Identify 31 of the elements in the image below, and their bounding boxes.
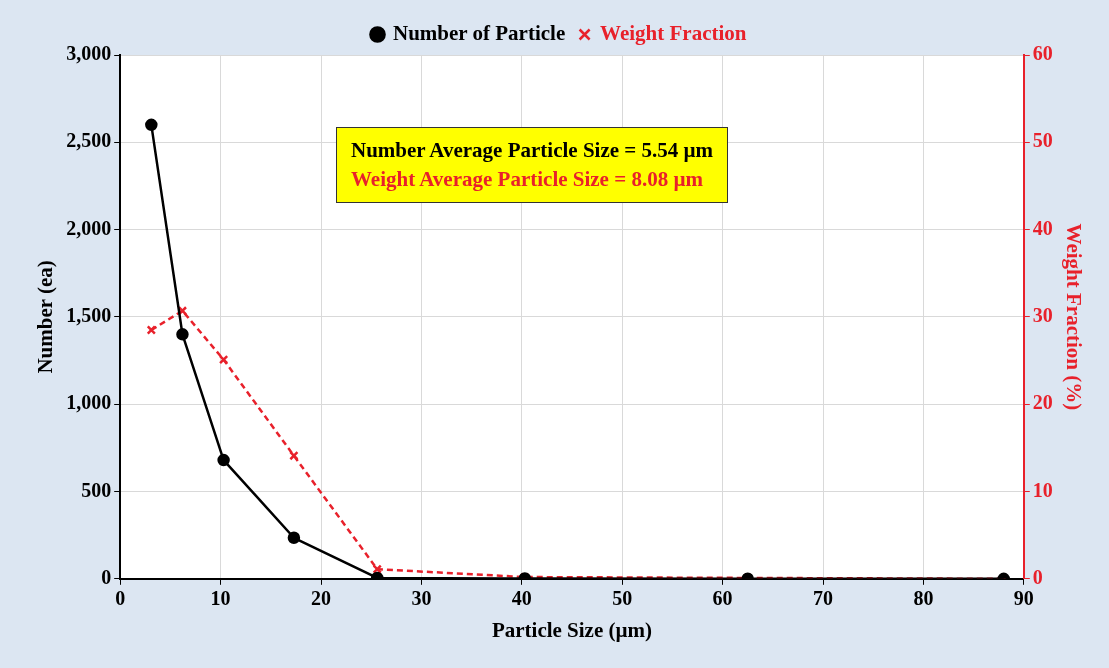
- y2-tick-label: 40: [1032, 216, 1053, 239]
- y2-tick-label: 50: [1032, 129, 1053, 152]
- y2-axis-title: Weight Fraction (%): [1061, 223, 1086, 411]
- y-axis-title: Number (ea): [33, 260, 58, 374]
- y-tick-label: 1,000: [66, 391, 112, 414]
- y2-tick-label: 60: [1032, 42, 1053, 65]
- x-tick-label: 60: [712, 586, 733, 609]
- x-tick-label: 20: [311, 586, 331, 609]
- y2-tick-label: 30: [1032, 304, 1053, 327]
- y2-tick-label: 20: [1032, 391, 1053, 414]
- x-axis-title: Particle Size (µm): [491, 617, 653, 642]
- x-tick-label: 90: [1013, 586, 1034, 609]
- annotation: Number Average Particle Size = 5.54 µm: [351, 137, 714, 164]
- x-tick-label: 50: [612, 586, 633, 609]
- x-tick-label: 10: [210, 586, 231, 609]
- y-tick-label: 1,500: [66, 304, 112, 327]
- y-tick-label: 2,000: [66, 216, 112, 239]
- legend-label: Number of Particle: [393, 20, 566, 45]
- y2-tick-label: 0: [1032, 565, 1043, 588]
- y-tick-label: 3,000: [66, 42, 112, 65]
- y-tick-label: 0: [101, 565, 112, 588]
- legend-label: Weight Fraction: [600, 20, 747, 45]
- y-tick-label: 500: [81, 478, 112, 501]
- y2-tick-label: 10: [1032, 478, 1053, 501]
- x-tick-label: 80: [913, 586, 934, 609]
- annotation: Weight Average Particle Size = 8.08 µm: [351, 166, 704, 193]
- x-tick-label: 40: [511, 586, 532, 609]
- x-tick-label: 0: [115, 586, 126, 609]
- y-tick-label: 2,500: [66, 129, 112, 152]
- x-tick-label: 70: [813, 586, 833, 609]
- x-tick-label: 30: [411, 586, 432, 609]
